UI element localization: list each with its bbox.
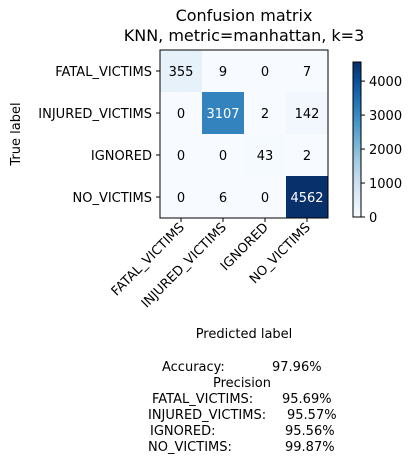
chart-title: Confusion matrix bbox=[176, 6, 313, 25]
x-axis-label: Predicted label bbox=[196, 327, 293, 342]
heatmap-frame bbox=[159, 49, 329, 219]
cell-value-label: 9 bbox=[219, 65, 227, 80]
cell-value-label: 4562 bbox=[290, 191, 323, 206]
heatmap-cell bbox=[244, 50, 286, 92]
cell-value-label: 0 bbox=[261, 65, 269, 80]
chart-subtitle: KNN, metric=manhattan, k=3 bbox=[124, 26, 365, 45]
cell-value-label: 2 bbox=[303, 149, 311, 164]
precision-value-no-victims: 99.87% bbox=[285, 440, 335, 455]
heatmap-cell bbox=[160, 134, 202, 176]
heatmap-cell bbox=[244, 176, 286, 218]
heatmap-cell bbox=[202, 134, 244, 176]
cell-value-label: 355 bbox=[169, 65, 194, 80]
confusion-matrix-chart: Confusion matrix KNN, metric=manhattan, … bbox=[9, 6, 402, 342]
heatmap-cell bbox=[160, 92, 202, 134]
y-tick-label: FATAL_VICTIMS bbox=[55, 65, 152, 80]
cell-value-label: 0 bbox=[219, 149, 227, 164]
y-axis-label: True label bbox=[9, 102, 24, 166]
heatmap-cell bbox=[202, 92, 244, 134]
cell-value-label: 2 bbox=[261, 107, 269, 122]
y-tick-label: IGNORED bbox=[91, 149, 152, 164]
cell-value-label: 3107 bbox=[206, 107, 239, 122]
heatmap-cell bbox=[160, 50, 202, 92]
heatmap-cell bbox=[202, 50, 244, 92]
heatmap-cell bbox=[160, 176, 202, 218]
colorbar-tick-label: 1000 bbox=[369, 177, 402, 192]
y-tick-label: NO_VICTIMS bbox=[72, 191, 152, 206]
precision-value-fatal: 95.69% bbox=[282, 392, 332, 407]
precision-header: Precision bbox=[213, 376, 272, 391]
precision-label-no-victims: NO_VICTIMS: bbox=[148, 440, 232, 455]
heatmap-cell bbox=[202, 176, 244, 218]
cell-value-label: 0 bbox=[177, 191, 185, 206]
heatmap-cells: 355 9 0 7 0 3107 2 142 0 0 43 2 0 6 0 4562 FATAL_VICTIMS… bbox=[38, 49, 329, 311]
cell-value-label: 0 bbox=[177, 149, 185, 164]
precision-value-injured: 95.57% bbox=[287, 408, 337, 423]
colorbar: 0 1000 2000 3000 4000 bbox=[352, 61, 402, 226]
heatmap-cell bbox=[286, 92, 328, 134]
heatmap-cell bbox=[244, 92, 286, 134]
accuracy-value: 97.96% bbox=[272, 360, 322, 375]
colorbar-tick-label: 2000 bbox=[369, 143, 402, 158]
x-tick-label: FATAL_VICTIMS bbox=[109, 220, 188, 299]
heatmap-cell bbox=[286, 176, 328, 218]
cell-value-label: 6 bbox=[219, 191, 227, 206]
y-tick-label: INJURED_VICTIMS bbox=[38, 107, 152, 122]
precision-label-fatal: FATAL_VICTIMS: bbox=[152, 392, 254, 407]
precision-value-ignored: 95.56% bbox=[285, 424, 335, 439]
cell-value-label: 0 bbox=[261, 191, 269, 206]
cell-value-label: 43 bbox=[257, 149, 274, 164]
colorbar-tick-label: 3000 bbox=[369, 109, 402, 124]
accuracy-label: Accuracy: bbox=[162, 360, 225, 375]
colorbar-tick-label: 0 bbox=[369, 211, 377, 226]
cell-value-label: 142 bbox=[295, 107, 320, 122]
colorbar-tick-label: 4000 bbox=[369, 75, 402, 90]
precision-label-ignored: IGNORED: bbox=[150, 424, 216, 439]
heatmap-cell bbox=[244, 134, 286, 176]
precision-label-injured: INJURED_VICTIMS: bbox=[148, 408, 267, 423]
cell-value-label: 7 bbox=[303, 65, 311, 80]
heatmap-cell bbox=[286, 50, 328, 92]
heatmap-cell bbox=[286, 134, 328, 176]
colorbar-gradient bbox=[352, 61, 362, 218]
cell-value-label: 0 bbox=[177, 107, 185, 122]
